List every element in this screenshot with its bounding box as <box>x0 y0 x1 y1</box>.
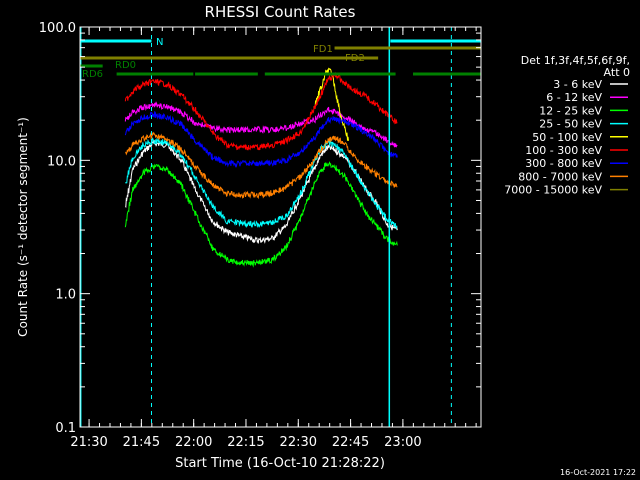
series-line-50-100-kev <box>313 67 349 141</box>
legend-label: 800 - 7000 keV <box>518 170 602 183</box>
legend-label: 25 - 50 keV <box>539 118 602 131</box>
x-axis-label: Start Time (16-Oct-10 21:28:22) <box>175 456 385 471</box>
series-layer <box>124 67 398 268</box>
saa-label-rd0: RD0 <box>115 60 136 71</box>
series-line-100-300-kev <box>124 71 398 151</box>
legend-label: 12 - 25 keV <box>539 104 602 117</box>
legend-label: 100 - 300 keV <box>525 144 602 157</box>
legend-label: 50 - 100 keV <box>532 131 602 144</box>
legend-header: Det 1f,3f,4f,5f,6f,9f, <box>521 54 630 67</box>
legend-label: 3 - 6 keV <box>553 78 602 91</box>
chart-title: RHESSI Count Rates <box>205 3 356 21</box>
legend-label: 6 - 12 keV <box>546 91 602 104</box>
flare-label-fd2: FD2 <box>345 53 365 64</box>
orbit-marker-layer: N FD1 FD2 RD0 RD6 <box>79 27 481 427</box>
y-tick-label: 100.0 <box>39 21 76 36</box>
timestamp: 16-Oct-2021 17:22 <box>560 468 636 477</box>
legend-label: 300 - 800 keV <box>525 157 602 170</box>
x-tick-label: 22:15 <box>227 435 264 450</box>
series-line-6-12-kev <box>124 101 398 148</box>
x-tick-label: 22:30 <box>280 435 317 450</box>
series-line-25-50-kev <box>124 137 398 231</box>
series-line-12-25-kev <box>124 161 398 268</box>
legend-header: Att 0 <box>604 66 630 79</box>
series-line-300-800-kev <box>124 111 398 168</box>
x-tick-label: 22:45 <box>332 435 369 450</box>
x-tick-label: 22:00 <box>175 435 212 450</box>
y-axis-label: Count Rate (s⁻¹ detector segment⁻¹) <box>16 117 30 337</box>
x-tick-label: 21:45 <box>123 435 160 450</box>
plot-frame <box>79 26 482 428</box>
axis-layer: 21:30 21:45 22:00 22:15 22:30 22:45 23:00 0.1 1.… <box>39 21 481 450</box>
night-label: N <box>156 37 163 48</box>
y-tick-label: 0.1 <box>55 421 76 436</box>
series-line-800-7000-kev <box>125 131 398 200</box>
x-tick-label: 21:30 <box>70 435 107 450</box>
saa-label-rd6: RD6 <box>82 69 103 80</box>
legend-label: 7000 - 15000 keV <box>504 184 602 197</box>
y-tick-label: 10.0 <box>47 154 76 169</box>
y-tick-label: 1.0 <box>55 288 76 303</box>
flare-label-fd1: FD1 <box>313 44 333 55</box>
x-tick-label: 23:00 <box>384 435 421 450</box>
